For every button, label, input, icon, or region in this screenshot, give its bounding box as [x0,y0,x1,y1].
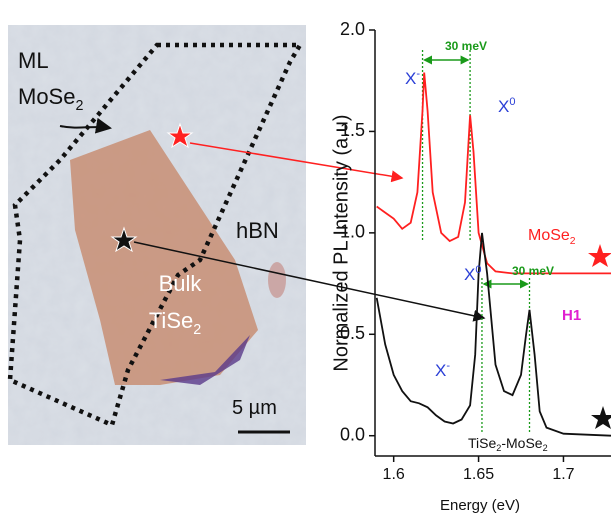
star-black [591,406,611,429]
y-tick-label: 0.5 [340,323,365,343]
annotation: Bulk [159,271,203,296]
annotation: MoSe2 [528,227,576,247]
spectrum-line [377,233,611,436]
annotation: 5 µm [232,397,277,419]
text-part: hBN [236,218,279,243]
text-part: 2 [543,443,548,453]
text-part: 0 [509,96,515,108]
text-part: - [446,360,450,372]
text-part: MoSe [18,84,75,109]
text-part: 5 µm [232,397,277,419]
y-tick-label: 0.0 [340,424,365,444]
x-tick-label: 1.7 [552,466,574,483]
text-part: MoSe [528,227,570,244]
hbn-flake [268,262,286,298]
text-part: 30 meV [445,39,487,53]
text-part: 30 meV [512,264,554,278]
y-tick-label: 1.5 [340,120,365,140]
annotation: X0 [498,96,516,117]
annotation: 30 meV [512,264,554,278]
text-part: X [405,69,416,88]
text-part: 2 [75,98,83,114]
annotation: X- [435,360,450,381]
y-tick-label: 2.0 [340,19,365,39]
text-part: 2 [193,322,201,338]
text-part: X [435,361,446,380]
text-part: H1 [562,307,581,324]
x-tick-label: 1.65 [463,466,494,483]
x-tick-label: 1.6 [383,466,405,483]
text-part: X [464,265,475,284]
spectrum-line [377,73,611,274]
text-part: Bulk [159,271,203,296]
annotation: 30 meV [445,39,487,53]
figure: Normalized PL Intensity (a.u) Energy (eV… [0,0,611,518]
y-tick-label: 1.0 [340,222,365,242]
annotation: hBN [236,218,279,243]
text-part: -MoSe [501,435,542,451]
annotation: H1 [562,307,581,324]
text-part: TiSe [468,435,496,451]
text-part: TiSe [149,308,193,333]
star-red [588,244,611,267]
text-part: ML [18,48,49,73]
text-part: 0 [475,264,481,276]
text-part: X [498,97,509,116]
x-axis-label: Energy (eV) [440,497,520,514]
text-part: 2 [570,236,576,247]
annotation: ML [18,48,49,73]
annotation: TiSe2-MoSe2 [468,435,548,454]
text-part: - [416,68,420,80]
annotation: X- [405,68,420,89]
